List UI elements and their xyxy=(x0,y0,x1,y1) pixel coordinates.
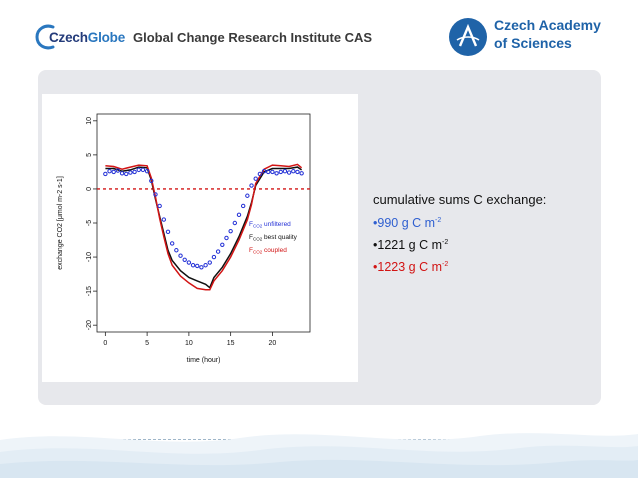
series-point xyxy=(249,183,254,188)
series-point xyxy=(107,169,112,174)
series-point xyxy=(240,203,246,209)
series-point xyxy=(236,212,242,218)
academy-emblem-icon xyxy=(449,18,487,56)
summary-item: •1221 g C m-2 xyxy=(373,238,598,252)
series-point xyxy=(165,229,171,235)
co2-exchange-chart: 0 5 10 15 20 -20 -15 -10 -5 0 5 10 time (hour) exchan… xyxy=(42,94,358,382)
legend-entry: FCO2 coupled xyxy=(249,247,287,255)
series-point xyxy=(295,169,300,175)
series-point xyxy=(278,169,283,175)
series-point xyxy=(299,171,304,176)
x-tick-label: 15 xyxy=(227,340,235,347)
y-tick-label: -5 xyxy=(86,220,93,226)
x-tick-label: 10 xyxy=(185,340,193,347)
series-point xyxy=(115,168,121,173)
chart-svg: 0 5 10 15 20 -20 -15 -10 -5 0 5 10 time (hour) exchan… xyxy=(57,113,311,364)
series-point xyxy=(182,257,187,262)
series-point xyxy=(220,242,225,248)
summary-item-unit-exponent: -2 xyxy=(435,216,442,224)
series-point xyxy=(157,203,162,209)
summary-item: •1223 g C m-2 xyxy=(373,260,598,274)
series-point xyxy=(274,171,279,176)
series-point xyxy=(128,170,133,175)
institute-name: Global Change Research Institute CAS xyxy=(133,30,373,45)
series-point xyxy=(190,263,196,268)
series-point xyxy=(174,248,179,253)
y-tick-label: 5 xyxy=(86,153,93,157)
series-point xyxy=(270,169,275,175)
series-point xyxy=(282,169,288,174)
x-tick-label: 20 xyxy=(269,340,277,347)
series-point xyxy=(253,176,258,181)
series-point xyxy=(124,171,129,177)
legend-entry: FCO2 best quality xyxy=(249,234,298,242)
series-point xyxy=(286,170,292,175)
series-point xyxy=(203,263,208,268)
series-point xyxy=(140,167,146,173)
summary-item-text: •990 g C m xyxy=(373,216,436,230)
summary-title: cumulative sums C exchange: xyxy=(373,192,547,207)
academy-name-line2: of Sciences xyxy=(494,35,572,51)
series-point xyxy=(228,228,233,234)
y-tick-label: 10 xyxy=(86,117,93,125)
series-point xyxy=(161,217,167,222)
series-point xyxy=(257,171,263,177)
y-axis-label: exchange CO2 [μmol m-2 s-1] xyxy=(57,176,64,270)
series-point xyxy=(224,235,229,241)
series-point xyxy=(261,169,267,174)
y-tick-label: -15 xyxy=(86,286,93,296)
y-tick-label: 0 xyxy=(86,187,93,191)
series-point xyxy=(178,253,183,258)
y-tick-label: -10 xyxy=(86,252,93,262)
academy-name-line1: Czech Academy xyxy=(494,17,601,33)
series-point xyxy=(215,249,221,254)
summary-item-text: •1223 g C m xyxy=(373,260,442,274)
decorative-waves xyxy=(0,433,638,478)
czechglobe-logo: CzechGlobe xyxy=(35,24,125,50)
series-point xyxy=(149,178,154,183)
czechglobe-swoosh-icon xyxy=(35,24,55,50)
series-line xyxy=(105,163,303,291)
series-point xyxy=(119,171,125,176)
summary-item-unit-exponent: -2 xyxy=(442,238,449,246)
summary-item-text: •1221 g C m xyxy=(373,238,442,252)
cumulative-summary: cumulative sums C exchange: •990 g C m-2… xyxy=(373,192,598,282)
series-point xyxy=(169,241,175,246)
series-point xyxy=(103,171,108,177)
series-point xyxy=(186,260,192,265)
series-point xyxy=(291,169,296,174)
summary-item-unit-exponent: -2 xyxy=(442,260,449,268)
academy-logo: Czech Academy of Sciences xyxy=(446,16,606,58)
series-point xyxy=(245,193,250,198)
x-tick-label: 0 xyxy=(103,340,107,347)
series-point xyxy=(136,167,141,173)
series-point xyxy=(266,169,271,175)
summary-item: •990 g C m-2 xyxy=(373,216,598,230)
x-tick-label: 5 xyxy=(145,340,149,347)
series-point xyxy=(144,169,150,174)
series-point xyxy=(153,192,158,197)
series-point xyxy=(199,265,204,270)
y-tick-label: -20 xyxy=(86,320,93,330)
series-point xyxy=(195,263,200,269)
series-point xyxy=(232,220,238,226)
x-axis-label: time (hour) xyxy=(187,357,221,364)
series-point xyxy=(207,260,212,265)
series-point xyxy=(111,169,116,175)
czechglobe-wordmark: CzechGlobe xyxy=(49,29,126,45)
legend-entry: FCO2 unfiltered xyxy=(249,221,291,229)
series-point xyxy=(211,254,217,260)
series-point xyxy=(132,169,137,175)
slide-header: CzechGlobe Global Change Research Instit… xyxy=(0,0,638,66)
